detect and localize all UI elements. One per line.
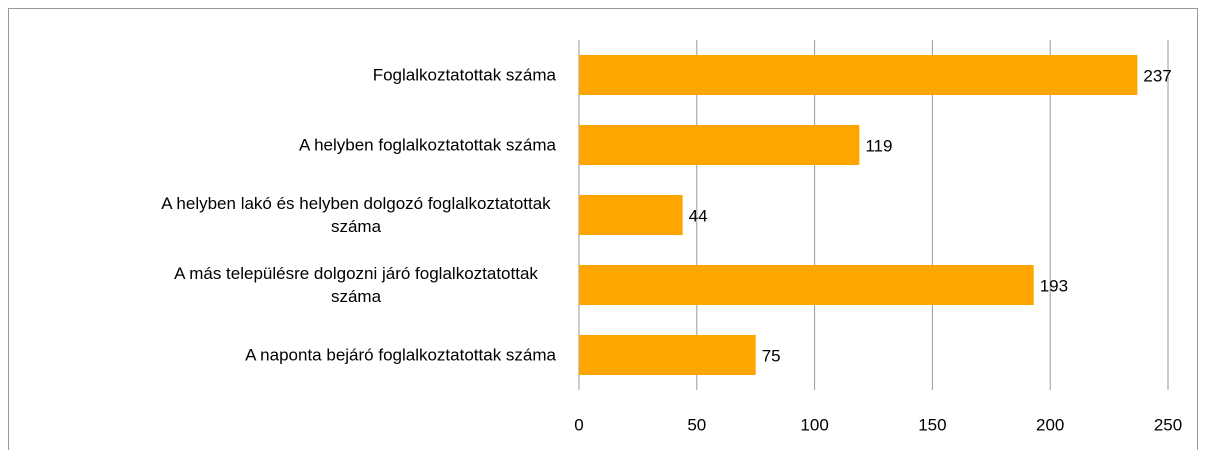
y-tick-label: A helyben foglalkoztatottak száma bbox=[298, 135, 556, 155]
x-tick-label: 200 bbox=[1036, 415, 1064, 434]
x-tick-label: 50 bbox=[687, 415, 706, 434]
value-label: 75 bbox=[762, 346, 781, 365]
x-tick-label: 0 bbox=[574, 415, 583, 434]
x-tick-label: 250 bbox=[1154, 415, 1182, 434]
bar bbox=[579, 335, 756, 375]
x-tick-label: 100 bbox=[800, 415, 828, 434]
y-tick-label: A más településre dolgozni járó foglalko… bbox=[174, 264, 538, 306]
bar bbox=[579, 195, 683, 235]
y-tick-label: A naponta bejáró foglalkoztatottak száma bbox=[245, 345, 556, 365]
x-tick-label: 150 bbox=[918, 415, 946, 434]
value-label: 119 bbox=[865, 136, 892, 155]
value-label: 193 bbox=[1040, 276, 1068, 295]
chart-border bbox=[8, 8, 1198, 450]
bar bbox=[579, 55, 1138, 95]
y-tick-label: A helyben lakó és helyben dolgozó foglal… bbox=[161, 194, 551, 236]
bar bbox=[579, 265, 1034, 305]
value-label: 237 bbox=[1143, 66, 1171, 85]
bar bbox=[579, 125, 860, 165]
value-label: 44 bbox=[689, 206, 708, 225]
y-tick-label: Foglalkoztatottak száma bbox=[372, 65, 556, 85]
